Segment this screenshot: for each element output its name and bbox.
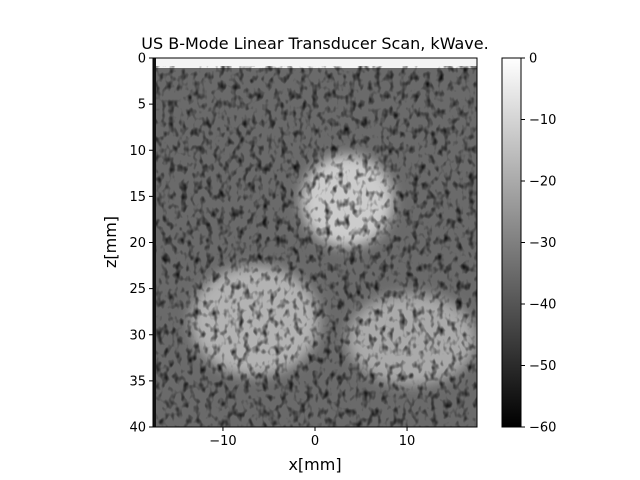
y-axis: 0 5 10 15 20 25 30 35 40 (129, 52, 153, 436)
y-tick-label: 0 (138, 52, 146, 67)
y-tick-label: 40 (129, 421, 146, 436)
colorbar-tick-label: −50 (529, 359, 556, 374)
colorbar-axis: 0 −10 −20 −30 −40 −50 −60 (521, 52, 556, 436)
near-field-band (153, 58, 477, 68)
colorbar-tick-label: 0 (529, 52, 537, 67)
x-axis-label: x[mm] (288, 455, 341, 474)
y-tick-label: 30 (129, 328, 146, 343)
colorbar-tick-label: −30 (529, 236, 556, 251)
x-tick-label: 10 (399, 434, 416, 449)
bmode-image (153, 58, 477, 427)
y-tick-label: 35 (129, 374, 146, 389)
colorbar-tick-label: −10 (529, 113, 556, 128)
colorbar-tick-label: −20 (529, 175, 556, 190)
y-tick-label: 10 (129, 144, 146, 159)
colorbar (501, 57, 522, 428)
x-tick-label: 0 (311, 434, 319, 449)
x-tick-label: −10 (209, 434, 236, 449)
y-axis-label: z[mm] (101, 216, 120, 268)
speckle-overlay (153, 66, 477, 427)
colorbar-tick-label: −40 (529, 298, 556, 313)
y-tick-label: 20 (129, 236, 146, 251)
y-tick-label: 15 (129, 190, 146, 205)
left-edge-shadow (153, 58, 156, 427)
chart-title: US B-Mode Linear Transducer Scan, kWave. (141, 34, 488, 53)
y-tick-label: 25 (129, 282, 146, 297)
y-tick-label: 5 (138, 98, 146, 113)
x-axis: −10 0 10 (209, 427, 415, 449)
colorbar-tick-label: −60 (529, 421, 556, 436)
